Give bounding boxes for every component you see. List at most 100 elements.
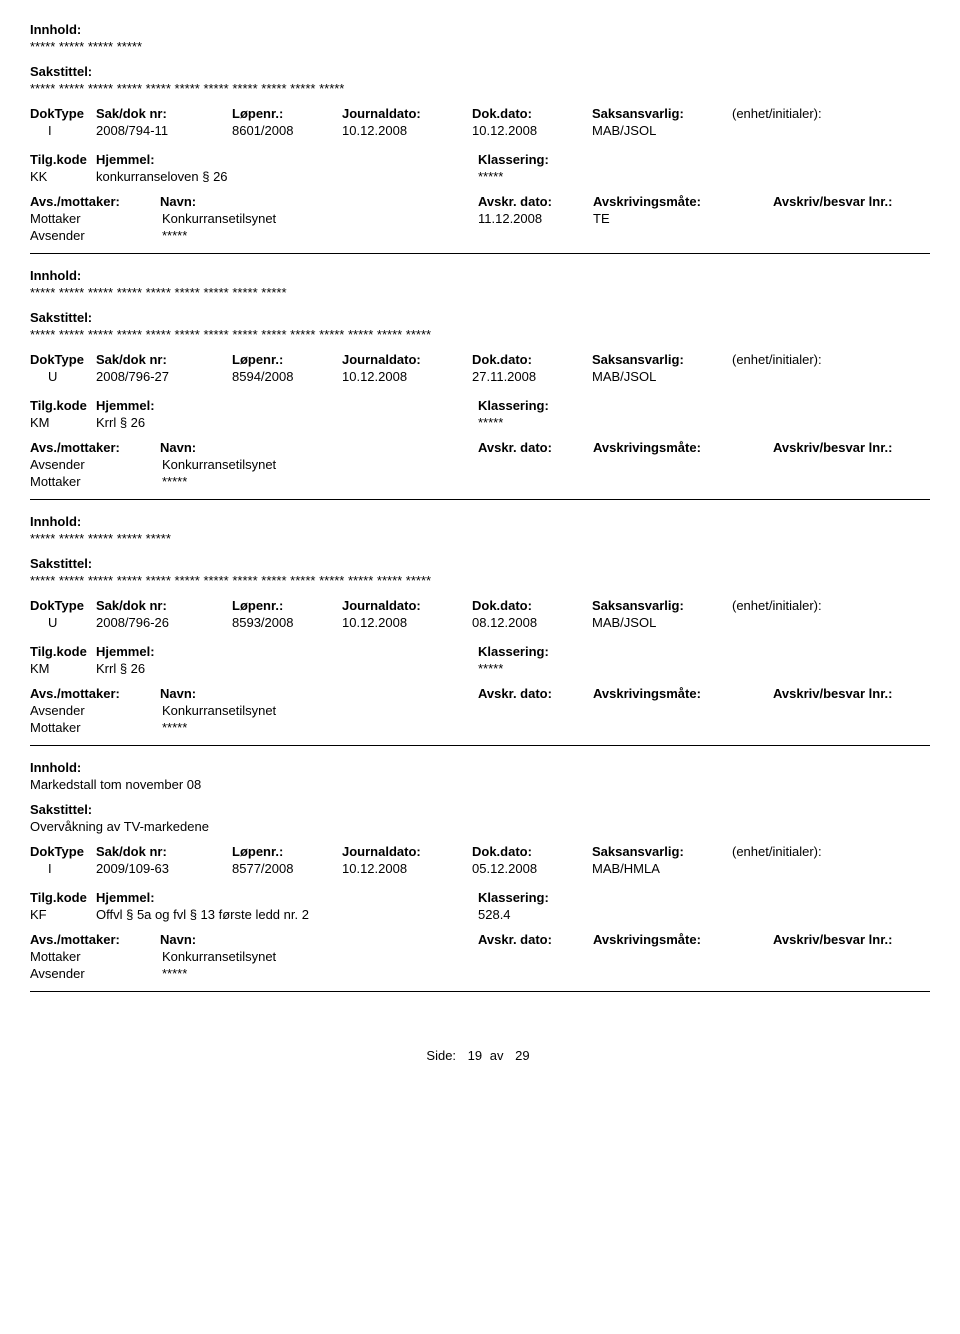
hjemmel-value-row: KM Krrl § 26 ***** (30, 415, 930, 430)
meta-value-row: U 2008/796-27 8594/2008 10.12.2008 27.11… (30, 369, 930, 384)
innhold-value: ***** ***** ***** ***** ***** ***** ****… (30, 285, 930, 300)
parties-container: Mottaker Konkurransetilsynet Avsender **… (30, 949, 930, 981)
saksansvarlig-value: MAB/HMLA (592, 861, 732, 876)
saksansvarlig-value: MAB/JSOL (592, 369, 732, 384)
party-avskrmate (593, 949, 773, 964)
lopenr-value: 8577/2008 (232, 861, 342, 876)
hjemmel-value-row: KM Krrl § 26 ***** (30, 661, 930, 676)
hjemmel-header-row: Tilg.kode Hjemmel: Klassering: (30, 890, 930, 905)
party-row: Mottaker Konkurransetilsynet 11.12.2008 … (30, 211, 930, 226)
record-divider (30, 991, 930, 992)
party-role: Avsender (30, 457, 162, 472)
avskrmate-label: Avskrivingsmåte: (593, 932, 773, 947)
party-avskrmate: TE (593, 211, 773, 226)
party-role: Mottaker (30, 211, 162, 226)
meta-value-row: I 2009/109-63 8577/2008 10.12.2008 05.12… (30, 861, 930, 876)
klassering-label: Klassering: (478, 890, 678, 905)
party-avskrdato (478, 474, 593, 489)
party-avskrdato: 11.12.2008 (478, 211, 593, 226)
doktype-label: DokType (30, 106, 96, 121)
klassering-label: Klassering: (478, 398, 678, 413)
party-avskrdato (478, 228, 593, 243)
avsmottaker-label: Avs./mottaker: (30, 686, 160, 701)
journaldato-label: Journaldato: (342, 106, 472, 121)
party-avskrmate (593, 966, 773, 981)
doktype-label: DokType (30, 598, 96, 613)
journaldato-label: Journaldato: (342, 844, 472, 859)
parties-container: Avsender Konkurransetilsynet Mottaker **… (30, 457, 930, 489)
party-navn: Konkurransetilsynet (162, 457, 478, 472)
party-row: Avsender Konkurransetilsynet (30, 703, 930, 718)
party-avskrdato (478, 720, 593, 735)
sakstittel-value: Overvåkning av TV-markedene (30, 819, 930, 834)
innhold-value: Markedstall tom november 08 (30, 777, 930, 792)
party-header-row: Avs./mottaker: Navn: Avskr. dato: Avskri… (30, 194, 930, 209)
meta-header-row: DokType Sak/dok nr: Løpenr.: Journaldato… (30, 598, 930, 613)
enhet-value (732, 123, 892, 138)
avskrmate-label: Avskrivingsmåte: (593, 440, 773, 455)
avsmottaker-label: Avs./mottaker: (30, 440, 160, 455)
sakstittel-value: ***** ***** ***** ***** ***** ***** ****… (30, 327, 930, 342)
journal-record: Innhold: Markedstall tom november 08 Sak… (30, 760, 930, 981)
sakstittel-value: ***** ***** ***** ***** ***** ***** ****… (30, 81, 930, 96)
record-divider (30, 499, 930, 500)
page-footer: Side: 19 av 29 (30, 1048, 930, 1063)
innhold-label: Innhold: (30, 760, 930, 775)
party-role: Mottaker (30, 474, 162, 489)
klassering-label: Klassering: (478, 644, 678, 659)
lopenr-value: 8593/2008 (232, 615, 342, 630)
party-avskrdato (478, 966, 593, 981)
saksansvarlig-value: MAB/JSOL (592, 615, 732, 630)
party-row: Mottaker ***** (30, 720, 930, 735)
saksansvarlig-label: Saksansvarlig: (592, 106, 732, 121)
sakdok-value: 2008/796-27 (96, 369, 232, 384)
journaldato-value: 10.12.2008 (342, 369, 472, 384)
journal-record: Innhold: ***** ***** ***** ***** Sakstit… (30, 22, 930, 243)
sakstittel-label: Sakstittel: (30, 310, 930, 325)
klassering-value: 528.4 (478, 907, 678, 922)
doktype-value: U (30, 615, 96, 630)
meta-header-row: DokType Sak/dok nr: Løpenr.: Journaldato… (30, 352, 930, 367)
sakdok-value: 2009/109-63 (96, 861, 232, 876)
innhold-value: ***** ***** ***** ***** (30, 39, 930, 54)
tilgkode-label: Tilg.kode (30, 644, 96, 659)
doktype-label: DokType (30, 844, 96, 859)
meta-value-row: U 2008/796-26 8593/2008 10.12.2008 08.12… (30, 615, 930, 630)
sakdok-value: 2008/796-26 (96, 615, 232, 630)
tilgkode-value: KF (30, 907, 96, 922)
party-row: Mottaker Konkurransetilsynet (30, 949, 930, 964)
sakstittel-label: Sakstittel: (30, 556, 930, 571)
doktype-value: U (30, 369, 96, 384)
sakdok-value: 2008/794-11 (96, 123, 232, 138)
dokdato-value: 27.11.2008 (472, 369, 592, 384)
tilgkode-value: KM (30, 661, 96, 676)
saksansvarlig-value: MAB/JSOL (592, 123, 732, 138)
sakstittel-label: Sakstittel: (30, 802, 930, 817)
enhet-label: (enhet/initialer): (732, 598, 892, 613)
party-navn: ***** (162, 966, 478, 981)
avskrdato-label: Avskr. dato: (478, 932, 593, 947)
side-label: Side: (426, 1048, 456, 1063)
avskrlnr-label: Avskriv/besvar lnr.: (773, 932, 943, 947)
lopenr-label: Løpenr.: (232, 598, 342, 613)
parties-container: Mottaker Konkurransetilsynet 11.12.2008 … (30, 211, 930, 243)
lopenr-label: Løpenr.: (232, 106, 342, 121)
doktype-label: DokType (30, 352, 96, 367)
innhold-label: Innhold: (30, 514, 930, 529)
party-role: Avsender (30, 703, 162, 718)
av-label: av (490, 1048, 504, 1063)
hjemmel-label: Hjemmel: (96, 644, 478, 659)
record-divider (30, 253, 930, 254)
party-avskrdato (478, 949, 593, 964)
avskrlnr-label: Avskriv/besvar lnr.: (773, 686, 943, 701)
tilgkode-label: Tilg.kode (30, 890, 96, 905)
klassering-label: Klassering: (478, 152, 678, 167)
party-row: Avsender ***** (30, 228, 930, 243)
avskrdato-label: Avskr. dato: (478, 686, 593, 701)
sakdok-label: Sak/dok nr: (96, 106, 232, 121)
hjemmel-label: Hjemmel: (96, 152, 478, 167)
party-navn: ***** (162, 720, 478, 735)
party-header-row: Avs./mottaker: Navn: Avskr. dato: Avskri… (30, 932, 930, 947)
saksansvarlig-label: Saksansvarlig: (592, 598, 732, 613)
party-navn: ***** (162, 474, 478, 489)
